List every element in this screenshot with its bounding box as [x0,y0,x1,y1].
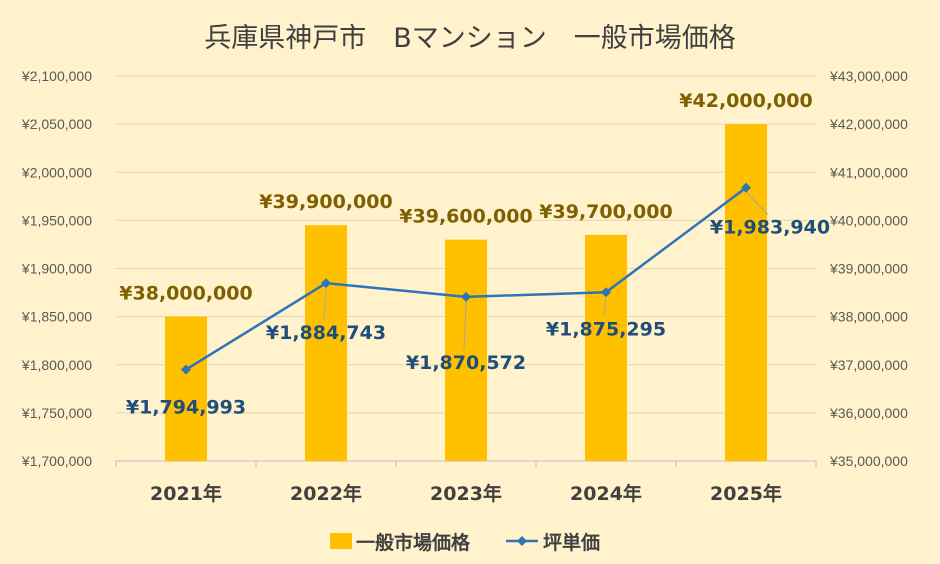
right-tick-label: ¥40,000,000 [829,212,908,228]
bar [725,124,767,461]
bar-value-label: ¥39,600,000 [399,206,532,228]
right-tick-label: ¥42,000,000 [829,116,908,132]
bar-value-label: ¥38,000,000 [119,283,252,305]
line-point-marker [461,291,471,302]
left-tick-label: ¥1,750,000 [21,405,92,421]
line-point-marker [181,364,191,375]
category-label: 2025年 [710,482,782,505]
category-label: 2023年 [430,482,502,505]
leader-line [463,300,467,350]
category-label: 2021年 [150,482,222,505]
left-tick-label: ¥1,900,000 [21,261,92,277]
bar-value-label: ¥39,700,000 [539,201,672,223]
left-axis: ¥1,700,000 ¥1,750,000 ¥1,800,000 ¥1,850,000… [21,68,92,469]
legend-line-label: 坪単価 [543,531,600,554]
right-axis: ¥35,000,000 ¥36,000,000 ¥37,000,000 ¥38,000… [829,68,908,469]
legend-bar-label: 一般市場価格 [356,531,471,554]
right-tick-label: ¥39,000,000 [829,261,908,277]
right-tick-label: ¥37,000,000 [829,357,908,373]
line-point-marker [321,278,331,289]
line-value-label: ¥1,884,743 [266,322,386,344]
line-value-label: ¥1,983,940 [710,217,830,239]
leader-line [603,296,607,317]
right-tick-label: ¥35,000,000 [829,453,908,469]
right-tick-label: ¥41,000,000 [829,164,908,180]
leader-line [745,191,769,216]
bar [165,316,207,461]
left-tick-label: ¥1,950,000 [21,212,92,228]
label-leader-lines [323,191,769,350]
line-value-label: ¥1,875,295 [546,318,666,340]
left-tick-label: ¥1,800,000 [21,357,92,373]
category-label: 2024年 [570,482,642,505]
line-series [181,182,751,375]
category-axis: 2021年 2022年 2023年 2024年 2025年 [150,482,782,505]
right-tick-label: ¥38,000,000 [829,309,908,325]
line-point-marker [601,287,611,298]
line-point-marker [741,182,751,193]
line-value-label: ¥1,870,572 [406,352,526,374]
right-tick-label: ¥43,000,000 [829,68,908,84]
bar [305,225,347,461]
bar-value-label: ¥42,000,000 [679,90,812,112]
right-tick-label: ¥36,000,000 [829,405,908,421]
category-label: 2022年 [290,482,362,505]
left-tick-label: ¥1,700,000 [21,453,92,469]
legend-bar-swatch [330,533,352,549]
leader-line [323,287,327,321]
bar [585,234,627,461]
data-labels: ¥38,000,000 ¥39,900,000 ¥39,600,000 ¥39,700… [119,90,830,418]
line-value-label: ¥1,794,993 [126,397,246,419]
left-tick-label: ¥2,100,000 [21,68,92,84]
chart-title: 兵庫県神戸市 Bマンション 一般市場価格 [204,23,736,54]
legend-line-marker [517,536,527,546]
bar [445,239,487,461]
left-tick-label: ¥2,050,000 [21,116,92,132]
bar-value-label: ¥39,900,000 [259,191,392,213]
left-tick-label: ¥1,850,000 [21,309,92,325]
bar-series [165,124,767,461]
left-tick-label: ¥2,000,000 [21,164,92,180]
legend: 一般市場価格 坪単価 [330,531,600,554]
